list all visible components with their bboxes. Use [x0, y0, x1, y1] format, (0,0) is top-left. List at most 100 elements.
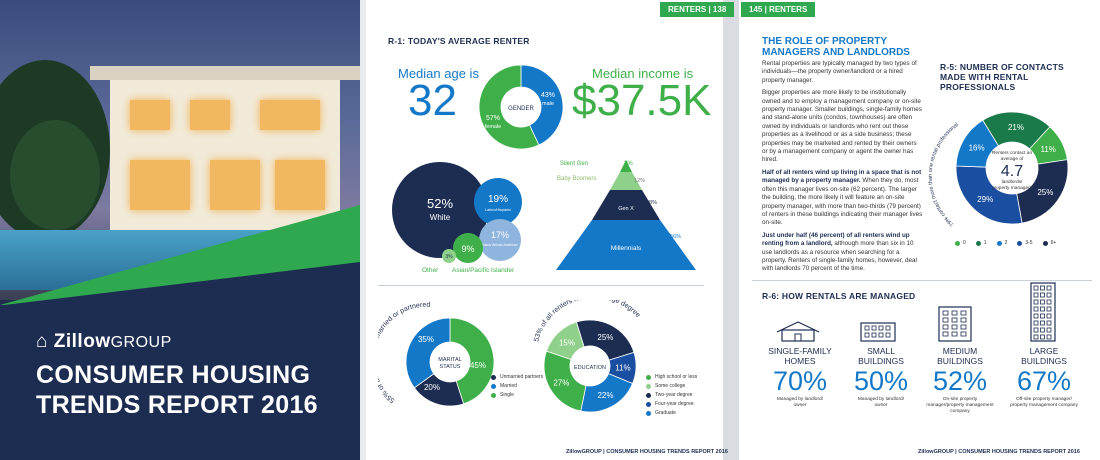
- pyramid-millennials-label: Millennials: [611, 245, 642, 252]
- cover-title: CONSUMER HOUSING TRENDS REPORT 2016: [36, 361, 318, 419]
- rental-column-small-building: SMALL BUILDINGS 50% Managed by landlord/own…: [841, 346, 921, 409]
- pyramid-baby-boomers: [610, 172, 642, 190]
- pyramid-silent-label: Silent Gen: [560, 161, 588, 167]
- gender-male-pct: 43%: [541, 92, 555, 99]
- contacts-legend-swatch: [975, 240, 981, 246]
- education-slice-label-0: 25%: [597, 333, 613, 342]
- median-income-label: Median income is: [592, 66, 694, 81]
- rental-column-house: SINGLE-FAMILY HOMES 70% Managed by landlord…: [760, 346, 840, 409]
- pyramid-silent-pct: 3%: [624, 161, 633, 167]
- role-para4: Just under half (46 percent) of all rent…: [762, 231, 917, 273]
- marital-slice-label-2: 35%: [418, 335, 434, 344]
- rental-note: On-site property manager/property managem…: [926, 397, 994, 414]
- pyramid-millennials-pct: 56%: [670, 234, 681, 240]
- contacts-legend-label: 1: [983, 240, 987, 246]
- marital-center-line1: MARITAL: [438, 357, 461, 363]
- divider-right: [752, 280, 1092, 281]
- marital-slice-label-1: 20%: [424, 383, 440, 392]
- marital-legend-label: Single: [500, 392, 514, 398]
- medium-building-icon: [938, 306, 972, 342]
- contacts-legend-item: 1: [975, 240, 987, 246]
- contacts-legend-item: 2: [996, 240, 1007, 246]
- contacts-slice-label-0: 21%: [1008, 123, 1024, 132]
- education-legend-swatch: [646, 410, 651, 416]
- rental-pct: 67%: [1016, 366, 1072, 396]
- contacts-legend-swatch: [996, 240, 1002, 246]
- page-gutter: [723, 0, 739, 460]
- pyramid-millennials: [556, 220, 696, 270]
- race-bubble-chart: 52% White 19% Latino/Hispanic 17% Black/…: [392, 162, 522, 263]
- marital-legend-item: Married: [491, 383, 543, 389]
- marital-legend-swatch: [491, 392, 496, 398]
- contacts-center-line3: landlords/: [1002, 179, 1023, 185]
- education-slice-label-3: 27%: [553, 378, 569, 387]
- pyramid-gen-x-label: Gen X: [618, 206, 634, 212]
- divider-left: [378, 285, 704, 286]
- large-building-icon: [1030, 282, 1056, 342]
- small-building-icon: [860, 322, 896, 342]
- marital-donut-hole: [430, 342, 470, 382]
- rental-pct: 70%: [772, 366, 828, 396]
- education-donut-hole: [570, 346, 610, 386]
- marital-center-line2: STATUS: [440, 364, 461, 370]
- marital-legend: Unmarried partners Married Single: [491, 374, 543, 401]
- footer-left: ZillowGROUP | CONSUMER HOUSING TRENDS RE…: [566, 449, 728, 455]
- gender-male-label: male: [542, 101, 554, 107]
- report-cover: [0, 0, 360, 460]
- race-asian-label: Asian/Pacific Islander: [452, 267, 515, 274]
- contacts-center-line2: average of: [1001, 156, 1024, 162]
- role-body: Rental properties are typically managed …: [762, 60, 924, 274]
- marital-legend-swatch: [491, 383, 496, 389]
- bubble-latino-label: Latino/Hispanic: [485, 208, 511, 212]
- gender-female-pct: 57%: [486, 115, 500, 122]
- education-legend-swatch: [646, 401, 651, 407]
- education-slice-label-2: 22%: [597, 391, 613, 400]
- median-age-value: 32: [408, 76, 457, 125]
- contacts-center-line1: Renters contact an: [992, 150, 1033, 156]
- education-slice-label-1: 11%: [615, 364, 630, 373]
- contacts-legend-label: 3-5: [1025, 240, 1033, 246]
- zillow-group-logo: ⌂ ZillowGROUP: [36, 331, 172, 352]
- marital-donut-chart: 55% of all renters are married or partne…: [378, 302, 495, 407]
- education-legend-swatch: [646, 383, 651, 389]
- education-legend-item: Two-year degree: [646, 392, 697, 398]
- bubble-other: [442, 249, 456, 263]
- contacts-slice-label-2: 25%: [1037, 188, 1053, 197]
- education-legend-label: High school or less: [655, 374, 698, 380]
- marital-legend-label: Married: [500, 383, 517, 389]
- rental-note: Off-site property manager/property manag…: [1010, 397, 1078, 408]
- gender-female-label: female: [485, 124, 502, 130]
- pyramid-silent-gen: [620, 160, 632, 172]
- education-center-label: EDUCATION: [574, 365, 606, 371]
- role-para3: Half of all renters wind up living in a …: [762, 168, 923, 227]
- pyramid-boomers-label: Baby Boomers: [557, 176, 596, 182]
- rental-note: Managed by landlord/owner: [776, 397, 824, 408]
- bubble-white-pct: 52%: [427, 196, 453, 211]
- role-heading: THE ROLE OF PROPERTY MANAGERS AND LANDLO…: [762, 36, 910, 58]
- section-title-r6: R-6: HOW RENTALS ARE MANAGED: [762, 291, 916, 301]
- education-legend-label: Graduate: [655, 410, 676, 416]
- pyramid-genx-pct: 28%: [646, 200, 657, 206]
- rental-type-label: MEDIUM BUILDINGS: [937, 346, 983, 366]
- bubble-black-pct: 17%: [491, 230, 509, 240]
- bubble-black: [479, 219, 521, 261]
- education-legend-item: Some college: [646, 383, 697, 389]
- rental-note: Managed by landlord/owner: [857, 397, 905, 408]
- contacts-arc-caption: 79% contact more than one rental profess…: [928, 122, 960, 227]
- contacts-legend-item: 3-5: [1017, 240, 1033, 246]
- gender-slice-1: [478, 64, 540, 150]
- median-income-value: $37.5K: [572, 76, 712, 125]
- contacts-slice-label-1: 11%: [1040, 145, 1055, 154]
- education-legend-label: Some college: [655, 383, 686, 389]
- education-donut-chart: 53% of all renters have a college degree…: [533, 300, 641, 413]
- bubble-other-pct: 3%: [445, 254, 453, 260]
- pyramid-gen-x: [592, 190, 660, 220]
- education-legend-item: Four-year degree: [646, 401, 697, 407]
- page-right: [739, 0, 1100, 460]
- rental-type-label: SMALL BUILDINGS: [858, 346, 904, 366]
- bubble-latino: [474, 178, 522, 226]
- contacts-donut-chart: 79% contact more than one rental profess…: [928, 111, 1069, 227]
- contacts-slice-label-3: 29%: [977, 195, 993, 204]
- contacts-center-value: 4.7: [1001, 163, 1023, 180]
- contacts-donut-hole: [986, 142, 1038, 194]
